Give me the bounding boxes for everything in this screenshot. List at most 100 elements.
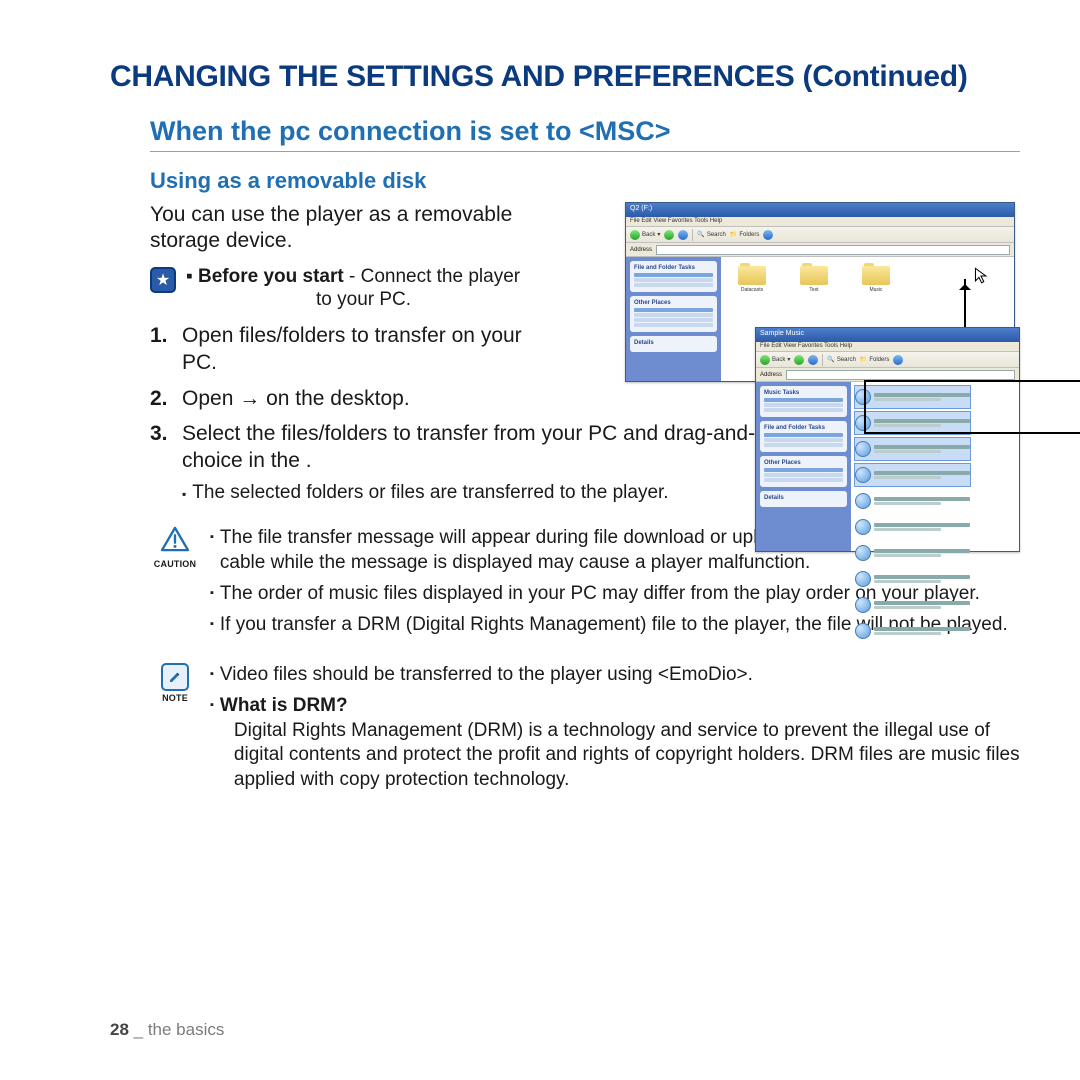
back-label: Back bbox=[772, 357, 785, 363]
files-pane-bottom bbox=[851, 382, 1019, 551]
section-heading: When the pc connection is set to <MSC> bbox=[150, 116, 1020, 152]
address-label: Address bbox=[760, 372, 782, 378]
intro-paragraph: You can use the player as a removable st… bbox=[150, 202, 570, 255]
folder-item: Datacasts bbox=[727, 263, 777, 293]
note-text: What is DRM?Digital Rights Management (D… bbox=[220, 694, 1020, 793]
folder-icon bbox=[738, 263, 766, 285]
media-file-label bbox=[874, 549, 970, 557]
task-panel: Other Places bbox=[630, 296, 717, 332]
media-file-item bbox=[855, 386, 970, 408]
search-label: Search bbox=[707, 232, 726, 238]
media-file-label bbox=[874, 575, 970, 583]
media-file-item bbox=[855, 620, 970, 642]
panel-heading: File and Folder Tasks bbox=[634, 265, 713, 271]
result-bullet-text: The selected folders or files are transf… bbox=[192, 482, 668, 506]
caution-label: CAUTION bbox=[150, 559, 200, 569]
views-icon bbox=[763, 230, 773, 240]
media-file-item bbox=[855, 542, 970, 564]
window-menubar: File Edit View Favorites Tools Help bbox=[626, 217, 1014, 227]
subsection-heading: Using as a removable disk bbox=[150, 168, 1020, 194]
note-text: Video files should be transferred to the… bbox=[220, 663, 753, 688]
media-file-icon bbox=[855, 467, 871, 483]
address-bar: Address bbox=[626, 243, 1014, 257]
media-file-label bbox=[874, 445, 970, 453]
media-file-icon bbox=[855, 545, 871, 561]
step-text: Open → on the desktop. bbox=[182, 385, 410, 412]
window-titlebar: Sample Music bbox=[756, 328, 1019, 342]
media-file-icon bbox=[855, 623, 871, 639]
step-number: 2. bbox=[150, 385, 174, 412]
media-file-item bbox=[855, 490, 970, 512]
address-field bbox=[656, 245, 1010, 255]
media-file-item bbox=[855, 412, 970, 434]
content-region: You can use the player as a removable st… bbox=[150, 202, 1020, 799]
before-start-line1: - Connect the player bbox=[344, 266, 520, 287]
window-titlebar: Q2 (F:) bbox=[626, 203, 1014, 217]
address-label: Address bbox=[630, 247, 652, 253]
side-task-pane: Music Tasks File and Folder Tasks Other Pl… bbox=[756, 382, 851, 551]
step-number: 3. bbox=[150, 420, 174, 475]
panel-heading: Other Places bbox=[764, 460, 843, 466]
cursor-arrow-icon bbox=[974, 267, 988, 285]
media-file-item bbox=[855, 568, 970, 590]
media-file-label bbox=[874, 393, 970, 401]
note-item: What is DRM?Digital Rights Management (D… bbox=[210, 694, 1020, 793]
explorer-screenshots: Q2 (F:) File Edit View Favorites Tools H… bbox=[625, 202, 1020, 552]
search-label: Search bbox=[837, 357, 856, 363]
star-icon: ★ bbox=[150, 267, 176, 293]
folder-icon bbox=[862, 263, 890, 285]
task-panel: Music Tasks bbox=[760, 386, 847, 417]
task-panel: File and Folder Tasks bbox=[760, 421, 847, 452]
folder-label: Music bbox=[869, 287, 882, 293]
folder-item: Music bbox=[851, 263, 901, 293]
task-panel: Details bbox=[630, 336, 717, 352]
before-start-label: Before you start bbox=[198, 266, 344, 287]
folder-label: Datacasts bbox=[741, 287, 763, 293]
panel-heading: Music Tasks bbox=[764, 390, 843, 396]
folders-label: Folders bbox=[869, 357, 889, 363]
media-file-label bbox=[874, 471, 970, 479]
step-number: 1. bbox=[150, 322, 174, 377]
step-text: Open files/folders to transfer on your P… bbox=[182, 322, 542, 377]
note-item: Video files should be transferred to the… bbox=[210, 663, 1020, 688]
window-menubar: File Edit View Favorites Tools Help bbox=[756, 342, 1019, 352]
back-icon bbox=[630, 230, 640, 240]
folders-label: Folders bbox=[739, 232, 759, 238]
forward-icon bbox=[664, 230, 674, 240]
media-file-item bbox=[855, 594, 970, 616]
media-file-icon bbox=[855, 571, 871, 587]
media-file-label bbox=[874, 497, 970, 505]
task-panel: File and Folder Tasks bbox=[630, 261, 717, 292]
up-icon bbox=[678, 230, 688, 240]
note-bullets: Video files should be transferred to the… bbox=[210, 663, 1020, 798]
before-start-line2: to your PC. bbox=[186, 288, 576, 312]
page-title: CHANGING THE SETTINGS AND PREFERENCES (C… bbox=[110, 60, 1020, 94]
back-label: Back bbox=[642, 232, 655, 238]
panel-heading: Other Places bbox=[634, 300, 713, 306]
media-file-icon bbox=[855, 493, 871, 509]
footer-section: the basics bbox=[148, 1020, 225, 1039]
task-panel: Other Places bbox=[760, 456, 847, 487]
media-file-item bbox=[855, 464, 970, 486]
panel-heading: File and Folder Tasks bbox=[764, 425, 843, 431]
page-footer: 28 _ the basics bbox=[110, 1020, 224, 1040]
window-toolbar: Back ▾ 🔍 Search 📁 Folders bbox=[756, 352, 1019, 368]
panel-heading: Details bbox=[634, 340, 713, 346]
explorer-window-bottom: Sample Music File Edit View Favorites To… bbox=[755, 327, 1020, 552]
folder-item: Text bbox=[789, 263, 839, 293]
media-file-icon bbox=[855, 519, 871, 535]
media-file-icon bbox=[855, 597, 871, 613]
caution-triangle-icon bbox=[160, 526, 190, 552]
side-task-pane: File and Folder Tasks Other Places Details bbox=[626, 257, 721, 381]
folder-icon bbox=[800, 263, 828, 285]
media-file-item bbox=[855, 516, 970, 538]
media-file-label bbox=[874, 601, 970, 609]
before-you-start-text: ▪ Before you start - Connect the player … bbox=[186, 265, 576, 313]
task-panel: Details bbox=[760, 491, 847, 507]
media-file-item bbox=[855, 438, 970, 460]
media-file-icon bbox=[855, 415, 871, 431]
note-block: NOTE Video files should be transferred t… bbox=[150, 663, 1020, 798]
note-label: NOTE bbox=[150, 693, 200, 703]
media-file-label bbox=[874, 627, 970, 635]
folder-label: Text bbox=[809, 287, 818, 293]
